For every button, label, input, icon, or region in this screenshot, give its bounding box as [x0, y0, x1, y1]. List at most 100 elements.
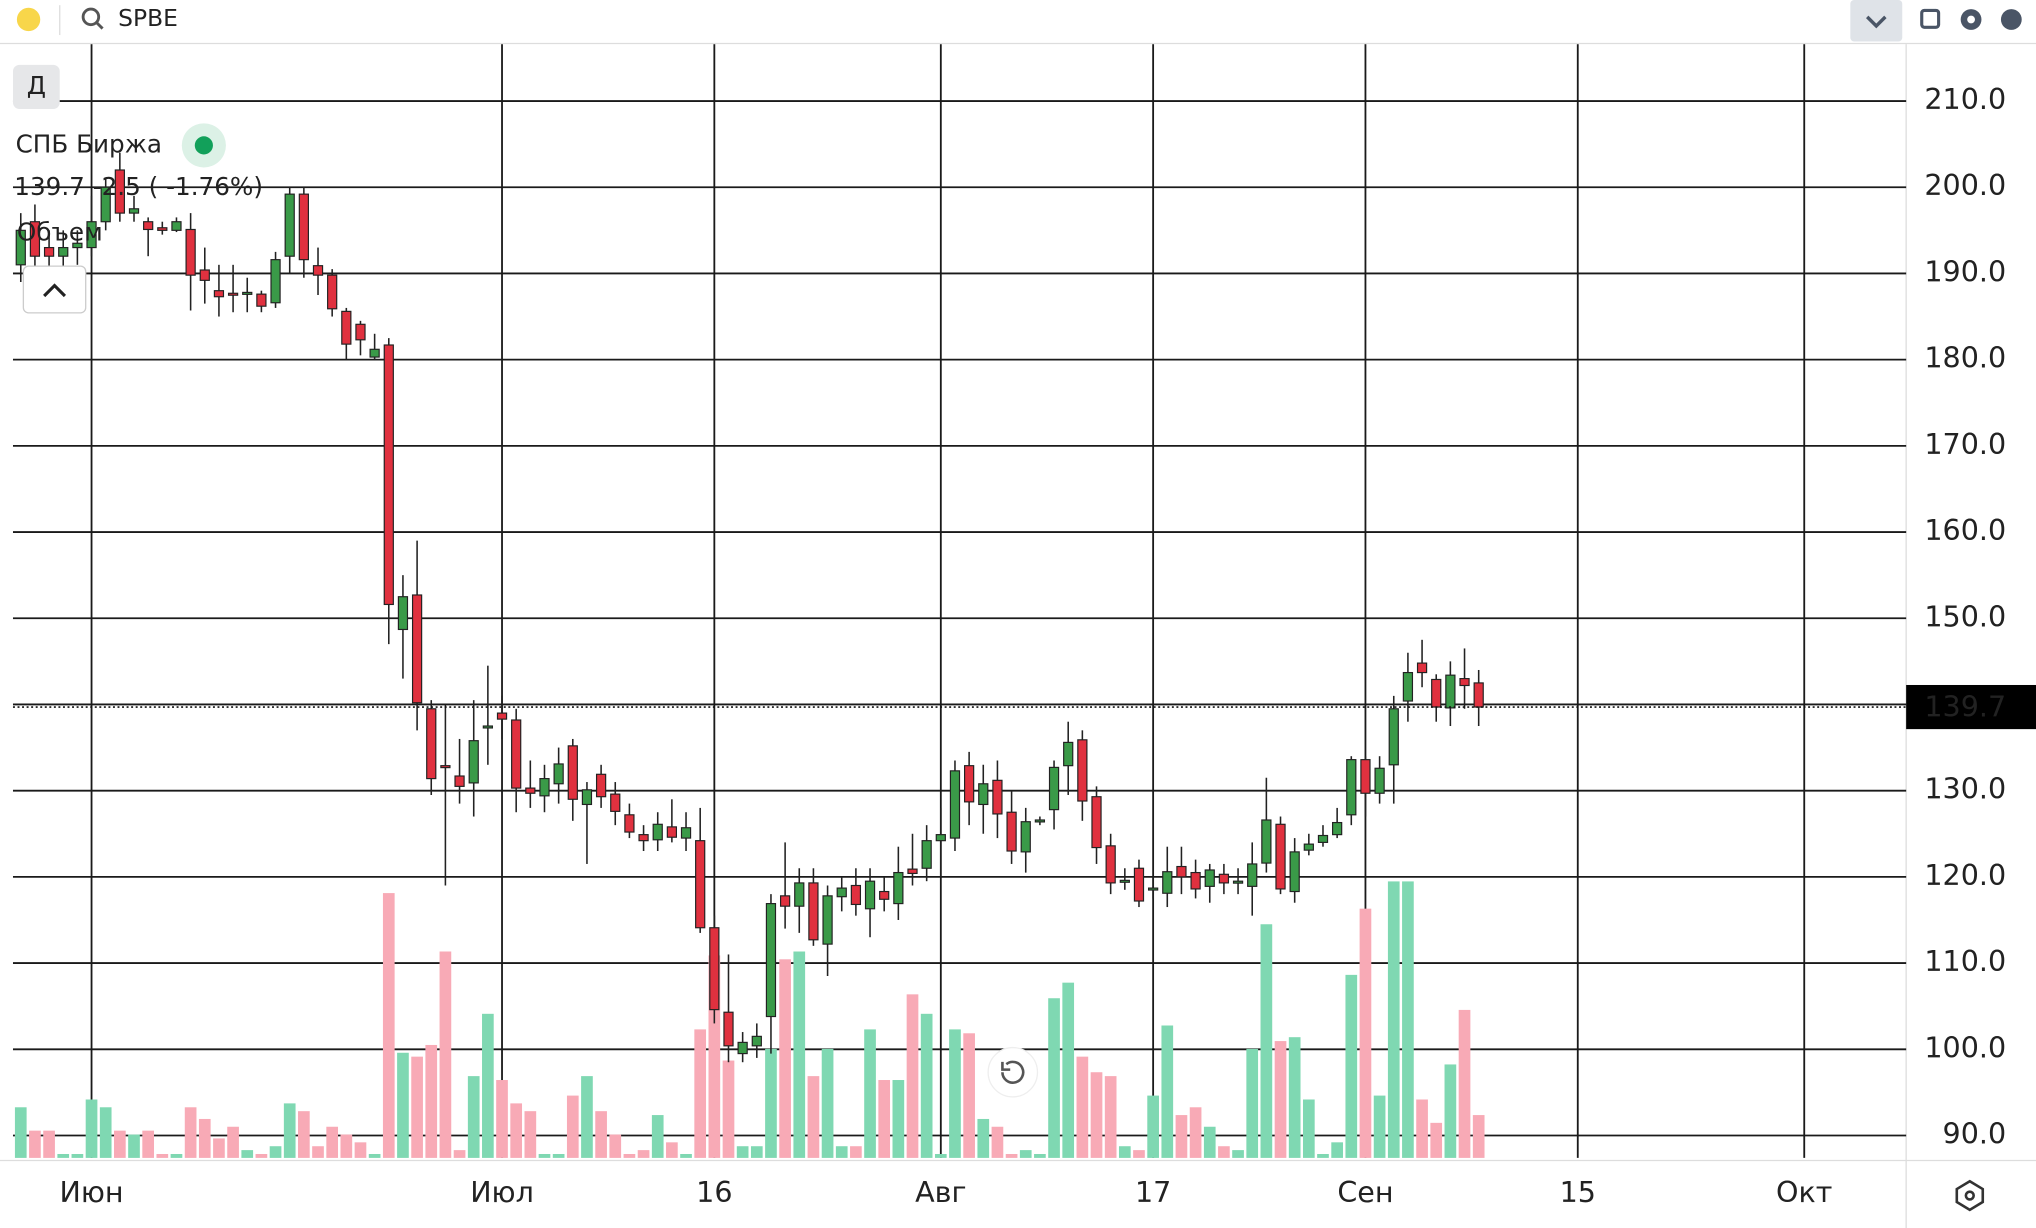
- candle-body: [157, 227, 168, 231]
- candle-body: [1133, 867, 1145, 902]
- volume-bar: [722, 1060, 735, 1158]
- reset-button[interactable]: [987, 1046, 1039, 1098]
- volume-bar: [397, 1052, 409, 1158]
- candle-body: [1289, 851, 1300, 893]
- candle-body: [86, 221, 97, 249]
- volume-bar: [453, 1150, 466, 1158]
- volume-bar: [1019, 1150, 1032, 1158]
- volume-bar: [227, 1126, 239, 1158]
- candle-body: [1247, 863, 1258, 887]
- candle-body: [1218, 873, 1230, 884]
- candle-body: [15, 229, 26, 266]
- candle-body: [426, 708, 437, 780]
- volume-bar: [298, 1111, 310, 1158]
- candle-body: [808, 882, 819, 941]
- candle-body: [171, 221, 182, 231]
- volume-bar: [312, 1146, 324, 1158]
- settings-axis-icon: [1964, 1190, 1975, 1201]
- search-text[interactable]: SPBE: [118, 4, 178, 32]
- y-tick-label: 170.0: [1924, 427, 2006, 461]
- candle-body: [227, 292, 239, 296]
- settings-axis-button[interactable]: [1955, 1179, 1985, 1212]
- volume-bar: [170, 1154, 183, 1158]
- candle-body: [864, 880, 876, 910]
- volume-bar: [963, 1033, 975, 1158]
- volume-bar: [1402, 881, 1414, 1158]
- volume-bar: [750, 1146, 763, 1158]
- volume-bar: [934, 1154, 947, 1158]
- status-indicator: [194, 136, 213, 155]
- window-button[interactable]: [1920, 8, 1941, 29]
- candle-body: [496, 712, 508, 720]
- instrument-name: СПБ Биржа: [16, 129, 162, 158]
- candle-body: [1119, 879, 1130, 883]
- settings-button[interactable]: [1960, 9, 1982, 30]
- last-price-label: 139.7: [1924, 689, 2006, 723]
- volume-bar: [524, 1111, 537, 1158]
- volume-bar: [1203, 1126, 1216, 1158]
- volume-bar: [156, 1154, 169, 1158]
- x-tick-label: Июл: [470, 1175, 534, 1209]
- volume-bar: [1118, 1146, 1131, 1158]
- top-bar: [0, 0, 2036, 43]
- volume-bar: [1076, 1056, 1089, 1158]
- dropdown-icon: [1866, 15, 1887, 29]
- candle-body: [511, 719, 522, 789]
- candle-body: [610, 793, 621, 812]
- volume-bar: [255, 1154, 268, 1158]
- volume-bar: [1147, 1095, 1159, 1158]
- candle-body: [1346, 759, 1357, 816]
- volume-bar: [779, 959, 791, 1158]
- candle-body: [213, 290, 225, 298]
- volume-bar: [991, 1126, 1004, 1158]
- y-tick-label: 180.0: [1924, 341, 2006, 375]
- candle-body: [1303, 843, 1314, 851]
- candle-body: [907, 868, 918, 875]
- candle-body: [1091, 796, 1102, 849]
- volume-bar: [1218, 1146, 1230, 1158]
- candle-body: [1048, 766, 1060, 811]
- volume-bar: [807, 1076, 820, 1158]
- volume-bar: [1387, 881, 1400, 1158]
- collapse-button[interactable]: [22, 265, 87, 314]
- candle-body: [553, 763, 564, 785]
- candle-body: [1332, 821, 1343, 836]
- candle-body: [1402, 671, 1414, 702]
- volume-bar: [949, 1029, 961, 1158]
- candle-body: [921, 840, 932, 869]
- more-button[interactable]: [2000, 9, 2022, 30]
- volume-bar: [1430, 1122, 1443, 1158]
- volume-bar: [1458, 1009, 1471, 1158]
- volume-bar: [835, 1146, 848, 1158]
- candle-body: [595, 773, 607, 798]
- volume-bar: [1472, 1115, 1485, 1158]
- volume-bar: [920, 1013, 933, 1158]
- volume-bar: [354, 1142, 367, 1158]
- y-tick-label: 90.0: [1943, 1116, 2007, 1150]
- volume-bar: [510, 1103, 523, 1158]
- candle-body: [751, 1035, 762, 1047]
- dropdown-button[interactable]: [1850, 0, 1903, 42]
- candle-body: [270, 259, 281, 304]
- volume-bar: [142, 1130, 155, 1158]
- y-tick-label: 160.0: [1924, 513, 2006, 547]
- candle-body: [1374, 767, 1385, 794]
- quote: 139.7 -2.5 ( -1.76%): [14, 172, 263, 201]
- candle-body: [525, 787, 536, 794]
- volume-bar: [496, 1080, 508, 1158]
- candle-body: [284, 193, 295, 257]
- volume-bar: [57, 1154, 70, 1158]
- candle-body: [1105, 845, 1116, 884]
- volume-bar: [1302, 1099, 1315, 1158]
- volume-bar: [1048, 998, 1060, 1158]
- volume-bar: [1331, 1142, 1343, 1158]
- candle-body: [765, 903, 777, 1018]
- candle-body: [1063, 741, 1074, 767]
- candle-body: [1034, 819, 1046, 823]
- volume-bar: [666, 1142, 678, 1158]
- period-button[interactable]: [12, 64, 60, 110]
- candle-body: [652, 823, 663, 841]
- volume-bar: [1345, 974, 1358, 1158]
- volume-bar: [1288, 1037, 1301, 1158]
